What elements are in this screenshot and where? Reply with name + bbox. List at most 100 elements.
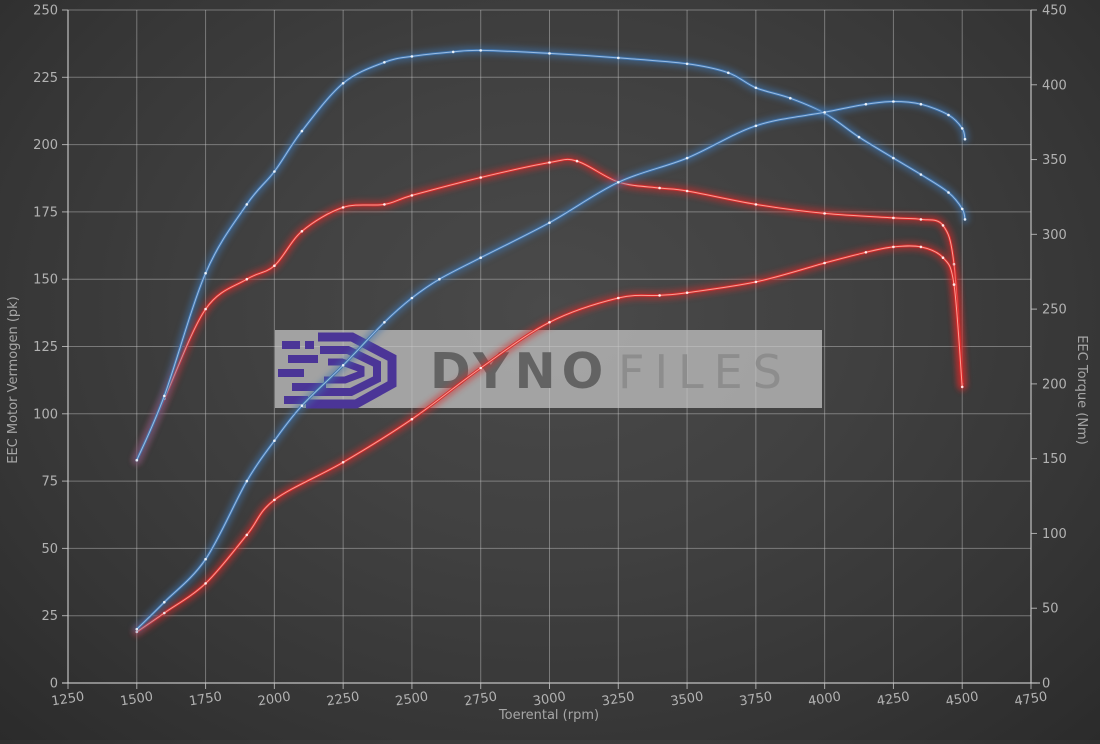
blue-power-data-point-dot xyxy=(300,404,304,408)
blue-torque-data-point-dot xyxy=(300,129,304,133)
x-tick-label: 3500 xyxy=(669,690,704,710)
red-power-data-point-dot xyxy=(617,296,620,300)
red-torque-data-point-dot xyxy=(204,307,207,311)
blue-torque-data-point-dot xyxy=(479,49,483,52)
red-power-data-point-dot xyxy=(204,582,207,585)
blue-torque-data-point-dot xyxy=(135,458,139,462)
x-tick-label: 4500 xyxy=(945,690,980,710)
y-right-tick-label: 450 xyxy=(1042,4,1067,19)
red-torque-highlight xyxy=(136,158,963,461)
y-left-tick-label: 25 xyxy=(41,609,58,624)
y-right-tick-label: 100 xyxy=(1042,527,1067,542)
blue-power-data-point-dot xyxy=(960,127,964,130)
red-torque-data-point-dot xyxy=(941,224,945,227)
y-left-tick-label: 250 xyxy=(33,4,58,19)
blue-power-curve xyxy=(132,97,970,634)
blue-power-data-point-dot xyxy=(754,124,758,128)
x-tick-label: 1500 xyxy=(119,690,154,710)
x-tick-label: 4250 xyxy=(876,690,911,710)
dynofiles-logo xyxy=(278,332,397,409)
red-power-data-point-dot xyxy=(823,261,826,265)
red-power-curve xyxy=(132,241,967,637)
red-torque-data-point-dot xyxy=(273,264,276,268)
y-right-tick-label: 400 xyxy=(1042,78,1067,93)
x-tick-label: 2250 xyxy=(326,690,361,710)
y-left-tick-label: 175 xyxy=(33,205,58,220)
x-tick-label: 2500 xyxy=(394,690,429,710)
blue-torque-data-point-dot xyxy=(383,61,386,64)
red-torque-data-point-dot xyxy=(685,189,689,193)
red-torque-data-point-dot xyxy=(919,218,923,221)
blue-torque-data-point-dot xyxy=(204,271,207,275)
blue-torque-data-point-dot xyxy=(892,156,895,160)
red-torque-data-point-dot xyxy=(658,186,661,190)
red-power-data-point-dot xyxy=(892,245,895,249)
y-right-axis-title: EEC Torque (Nm) xyxy=(1074,335,1089,445)
blue-power-data-point-dot xyxy=(892,100,895,103)
axis-labels: 1250 1500 1750 2000 2250 2500 2750 3000 3250 3500… xyxy=(33,4,1067,710)
y-right-tick-label: 0 xyxy=(1042,677,1050,692)
blue-torque-data-point-dot xyxy=(245,203,249,206)
red-torque-data-point-dot xyxy=(341,206,345,209)
y-right-tick-label: 350 xyxy=(1042,153,1067,168)
blue-torque-data-point-dot xyxy=(410,55,414,58)
blue-torque-data-point-dot xyxy=(789,96,792,100)
blue-power-data-point-dot xyxy=(617,181,620,184)
red-power-data-point-dot xyxy=(163,611,166,615)
y-left-tick-label: 225 xyxy=(33,71,58,86)
blue-torque-data-point-dot xyxy=(960,207,964,211)
logo-dash xyxy=(305,341,314,349)
blue-power-data-point-dot xyxy=(204,557,207,561)
red-power-data-point-dot xyxy=(479,366,483,370)
blue-torque-data-point-dot xyxy=(754,86,758,90)
red-power-data-point-dot xyxy=(410,417,414,421)
y-left-tick-label: 50 xyxy=(41,542,58,557)
y-right-tick-label: 50 xyxy=(1042,602,1059,617)
blue-power-data-point-dot xyxy=(383,321,386,324)
x-tick-label: 4750 xyxy=(1013,690,1048,710)
logo-dash xyxy=(284,396,308,404)
watermark-text-dyno: DYNO xyxy=(430,343,609,400)
blue-torque-data-point-dot xyxy=(273,170,276,173)
blue-torque-data-point-dot xyxy=(919,173,923,176)
x-tick-label: 2000 xyxy=(257,690,292,710)
blue-torque-data-point-dot xyxy=(617,56,620,60)
logo-d-inner xyxy=(324,358,365,384)
x-tick-label: 3000 xyxy=(532,690,567,710)
x-tick-label: 2750 xyxy=(463,690,498,710)
y-left-tick-label: 75 xyxy=(41,475,58,490)
curves xyxy=(132,45,970,637)
blue-power-data-point-dot xyxy=(410,296,414,300)
blue-torque-data-point-dot xyxy=(963,218,967,221)
blue-power-data-point-dot xyxy=(341,364,345,367)
y-right-tick-label: 250 xyxy=(1042,303,1067,318)
blue-power-data-point-dot xyxy=(135,627,139,631)
red-power-data-point-dot xyxy=(941,256,945,260)
blue-power-data-point-dot xyxy=(864,102,868,106)
y-right-tick-label: 200 xyxy=(1042,377,1067,392)
red-torque-data-point-dot xyxy=(548,161,551,164)
red-power-data-point-dot xyxy=(919,245,923,249)
logo-d-mid xyxy=(314,346,381,396)
red-power-data-point-dot xyxy=(960,385,964,389)
blue-torque-data-point-dot xyxy=(341,82,345,85)
blue-power-data-point-dot xyxy=(947,113,950,117)
logo-dash xyxy=(282,341,300,349)
blue-torque-data-point-dot xyxy=(451,50,455,54)
red-torque-data-point-dot xyxy=(575,159,579,163)
blue-power-data-point-dot xyxy=(685,156,689,160)
blue-power-data-point-dot xyxy=(163,600,166,604)
y-right-tick-label: 150 xyxy=(1042,452,1067,467)
blue-torque-data-point-dot xyxy=(548,52,551,55)
blue-torque-data-point-dot xyxy=(727,71,730,75)
y-left-axis-title: EEC Motor Vermogen (pk) xyxy=(6,296,21,464)
y-right-tick-label: 300 xyxy=(1042,228,1067,243)
blue-torque-data-point-dot xyxy=(685,62,689,66)
x-axis-title: Toerental (rpm) xyxy=(498,708,599,723)
red-power-data-point-dot xyxy=(273,498,276,502)
blue-torque-data-point-dot xyxy=(947,191,950,194)
watermark-text-files: FILES xyxy=(618,345,792,399)
logo-dash xyxy=(292,383,326,391)
blue-power-data-point-dot xyxy=(273,439,276,443)
